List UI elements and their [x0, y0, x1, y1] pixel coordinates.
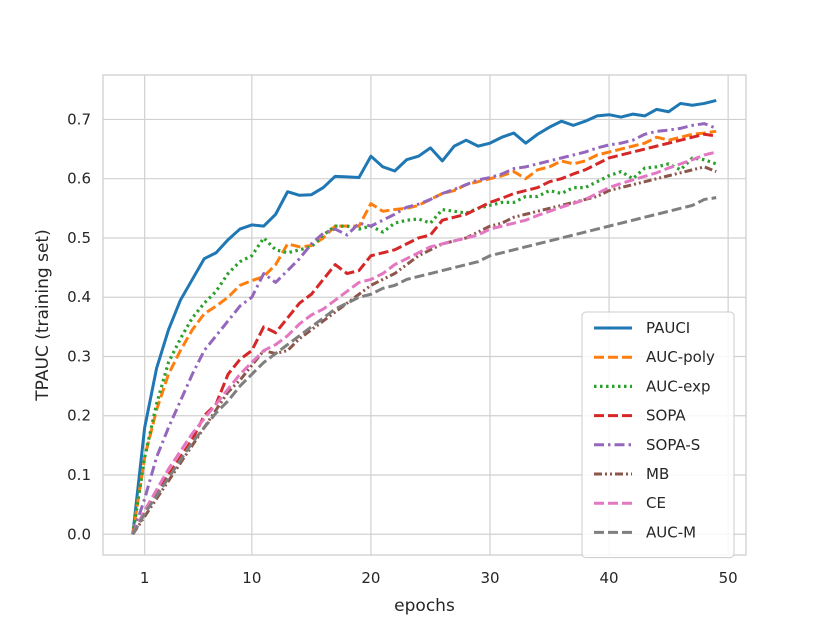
- y-tick-label: 0.6: [67, 170, 91, 188]
- y-tick-label: 0.0: [67, 525, 91, 543]
- x-tick-label: 10: [242, 569, 261, 587]
- legend-box: [581, 311, 735, 559]
- legend-label: AUC-exp: [646, 377, 711, 395]
- series-lines: [131, 99, 717, 536]
- y-axis-label: TPAUC (training set): [33, 229, 53, 401]
- series-line-mb: [131, 165, 717, 536]
- y-tick-label: 0.2: [67, 407, 91, 425]
- y-axis-ticks: 0.0 0.1 0.2 0.3 0.4 0.5 0.6 0.7: [67, 110, 91, 543]
- series-line-sopa: [131, 132, 717, 536]
- legend-label: MB: [646, 465, 669, 483]
- legend-label: PAUCI: [646, 319, 690, 337]
- legend-label: CE: [646, 494, 666, 512]
- series-line-auc-exp: [131, 156, 717, 535]
- x-tick-label: 20: [361, 569, 380, 587]
- x-axis-ticks: 1 10 20 30 40 50: [140, 569, 738, 587]
- y-tick-label: 0.1: [67, 466, 91, 484]
- x-tick-label: 30: [480, 569, 499, 587]
- x-tick-label: 50: [719, 569, 738, 587]
- y-tick-label: 0.5: [67, 229, 91, 247]
- legend-label: AUC-M: [646, 523, 696, 541]
- x-tick-label: 40: [600, 569, 619, 587]
- series-line-pauci: [131, 99, 717, 535]
- y-tick-label: 0.7: [67, 110, 91, 128]
- legend-label: SOPA: [646, 407, 686, 425]
- x-axis-label: epochs: [394, 596, 455, 616]
- y-tick-label: 0.3: [67, 347, 91, 365]
- series-line-auc-m: [131, 196, 717, 536]
- series-line-sopa-s: [131, 122, 717, 535]
- series-line-ce: [131, 150, 717, 535]
- legend-label: AUC-poly: [646, 348, 715, 366]
- y-tick-label: 0.4: [67, 288, 91, 306]
- x-tick-label: 1: [140, 569, 150, 587]
- legend: PAUCI AUC-poly AUC-exp SOPA SOPA-S MB CE AUC-M: [581, 311, 735, 559]
- legend-label: SOPA-S: [646, 436, 700, 454]
